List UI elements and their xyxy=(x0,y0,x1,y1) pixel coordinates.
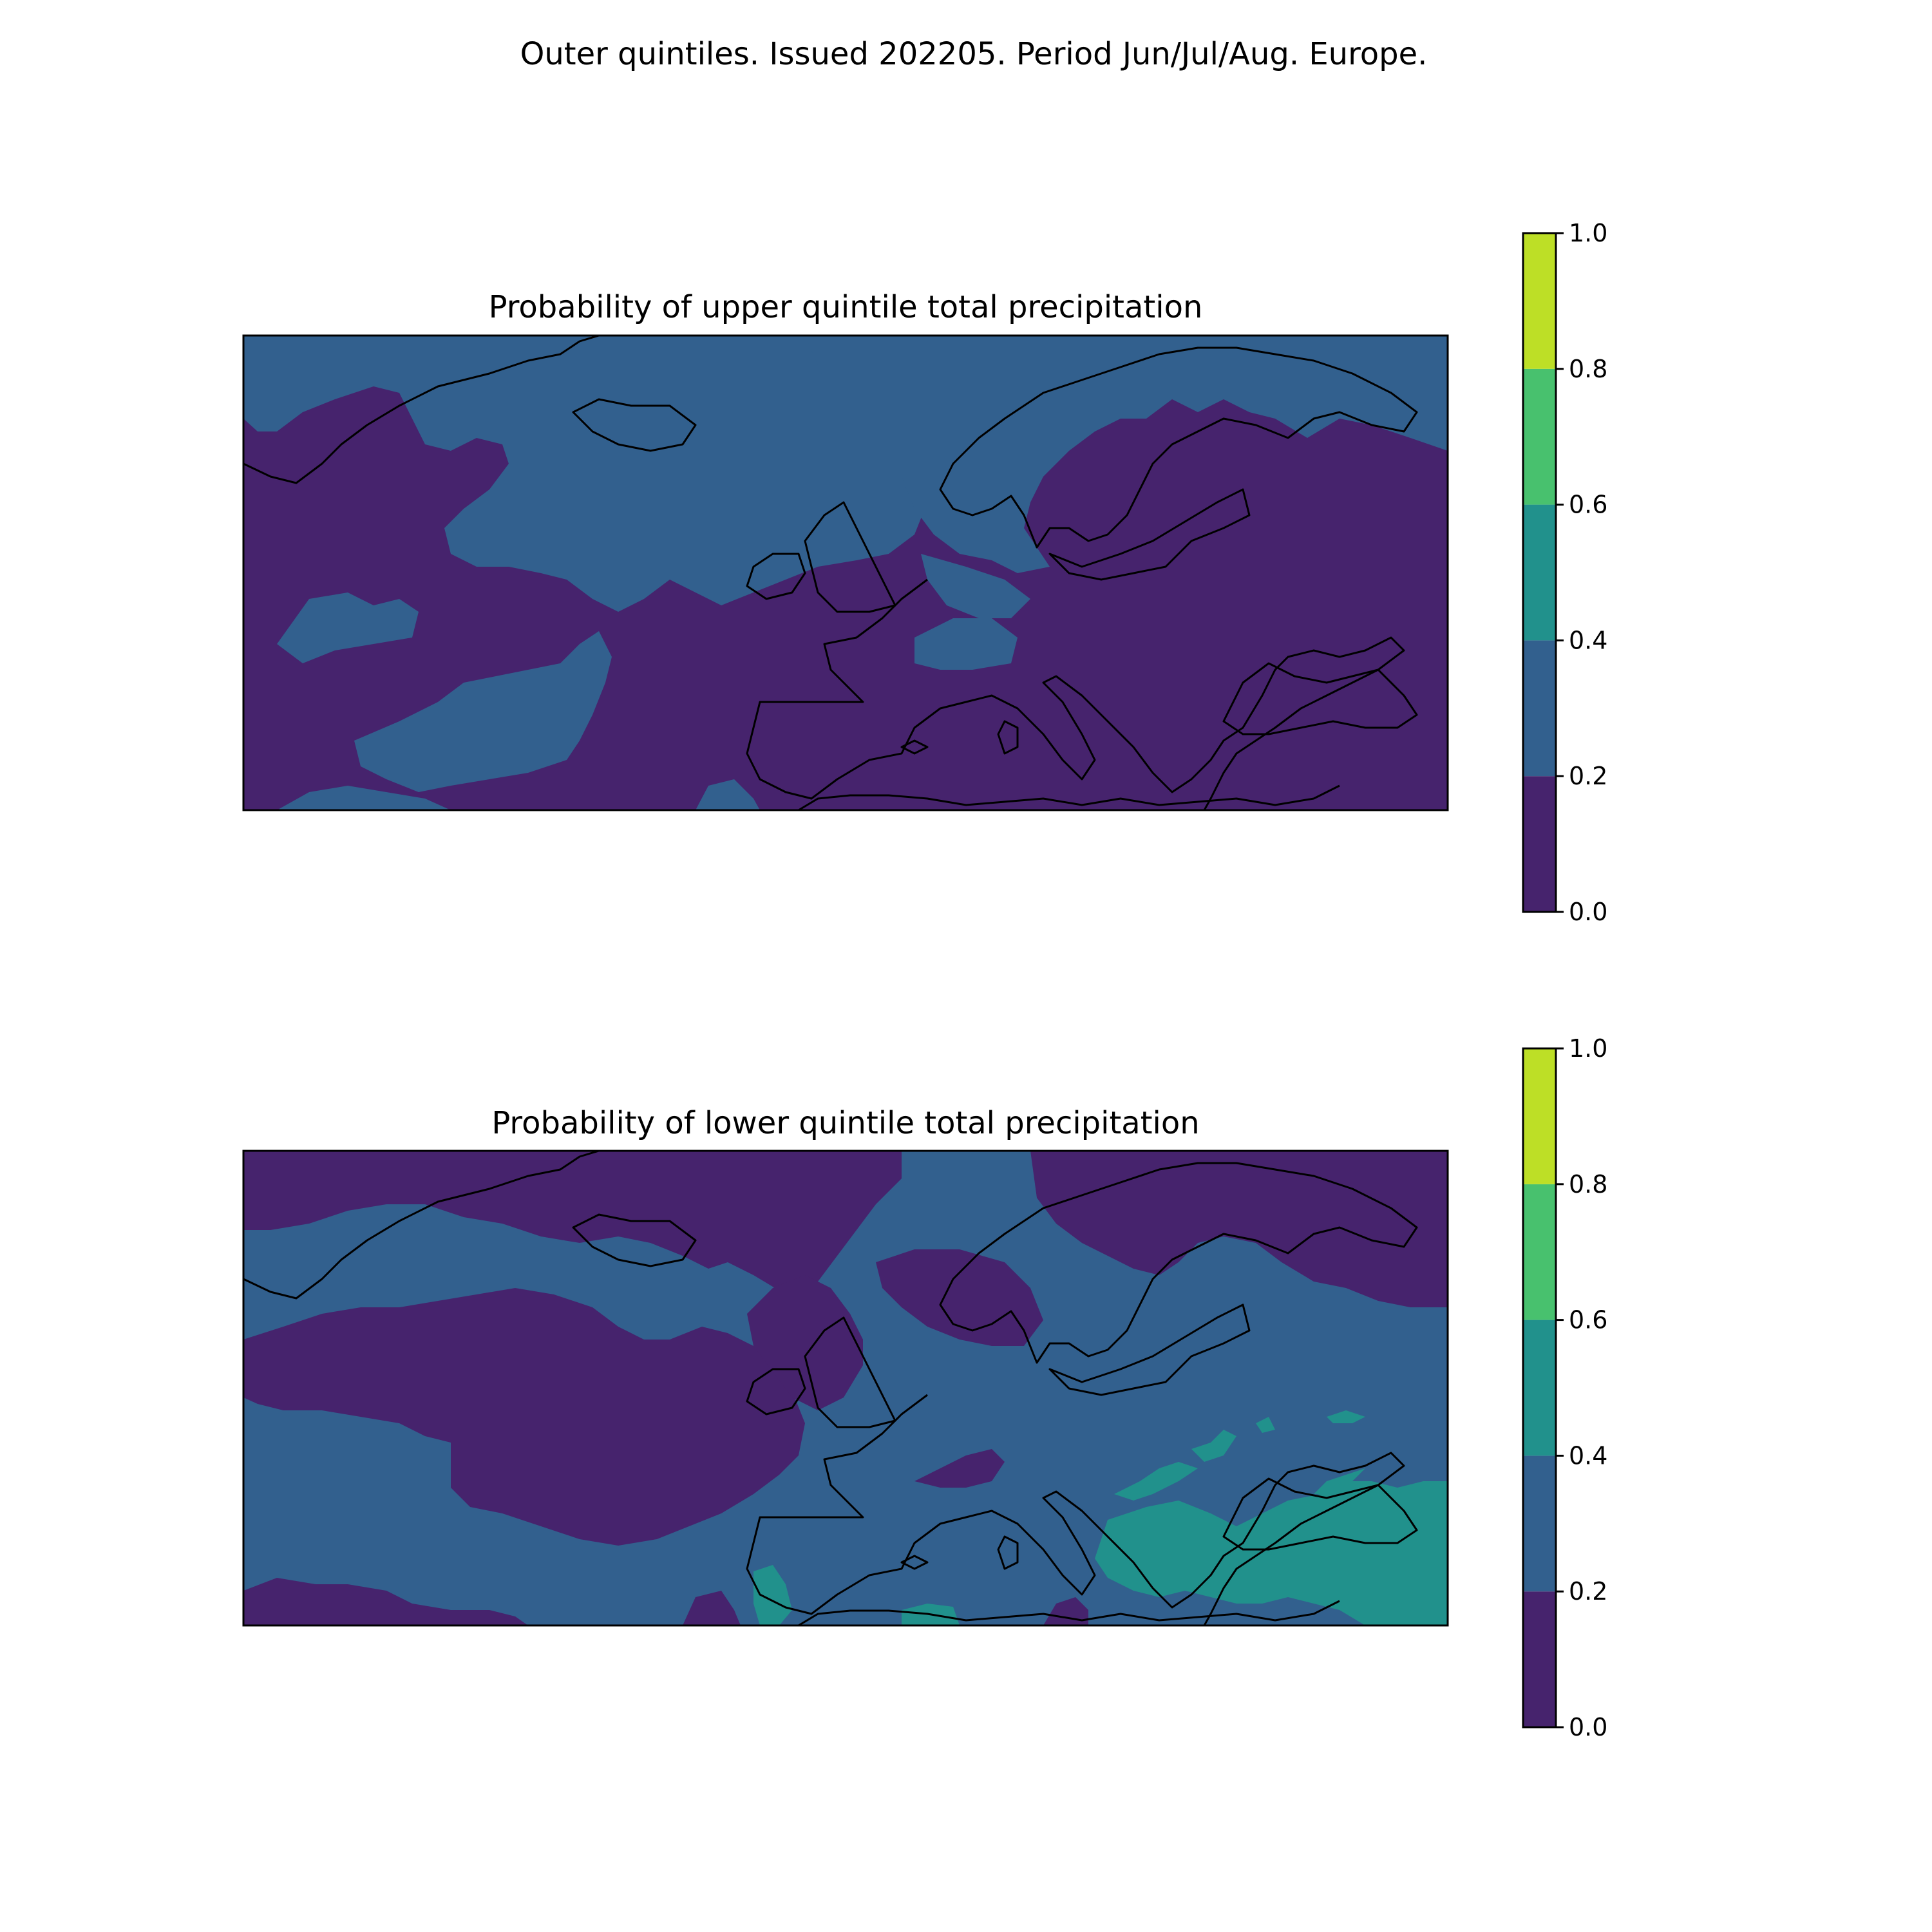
lower-region-central-med xyxy=(1043,1597,1088,1625)
upper-region-biscay xyxy=(914,618,1018,670)
upper-colorbar-bin-2 xyxy=(1523,504,1556,641)
lower-colorbar-tick-label: 0.8 xyxy=(1569,1170,1607,1198)
lower-quintile-panel: Probability of lower quintile total prec… xyxy=(242,1034,1607,1741)
upper-colorbar-bin-1 xyxy=(1523,640,1556,777)
lower-coast-britain xyxy=(804,1316,896,1428)
lower-colorbar-tick-label: 0.2 xyxy=(1569,1577,1607,1605)
upper-quintile-field xyxy=(243,336,1448,810)
lower-colorbar-tick-label: 0.0 xyxy=(1569,1713,1607,1741)
upper-colorbar: 0.0 0.2 0.4 0.6 0.8 1.0 xyxy=(1522,219,1607,926)
upper-coast-baltic xyxy=(1048,488,1251,581)
upper-quintile-panel: Probability of upper quintile total prec… xyxy=(242,219,1607,926)
lower-map-frame xyxy=(242,1150,1449,1627)
lower-colorbar-bin-3 xyxy=(1523,1184,1556,1320)
upper-coast-britain xyxy=(804,501,896,613)
lower-region-ukraine xyxy=(1114,1462,1198,1501)
upper-quintile-title: Probability of upper quintile total prec… xyxy=(489,289,1203,325)
lower-region-ocean-band xyxy=(243,1288,805,1546)
upper-coast-italy-islands xyxy=(900,720,1019,755)
lower-region-north-sea xyxy=(876,1249,1043,1346)
lower-colorbar-bin-1 xyxy=(1523,1455,1556,1592)
lower-region-africa-west xyxy=(753,1565,792,1625)
upper-colorbar-tick-label: 0.4 xyxy=(1569,626,1607,654)
lower-colorbar-tick-label: 0.6 xyxy=(1569,1306,1607,1334)
upper-coast-continent xyxy=(746,578,1405,810)
lower-region-russia-south xyxy=(1256,1410,1365,1433)
lower-colorbar-tick-label: 0.4 xyxy=(1569,1441,1607,1470)
lower-colorbar-bin-2 xyxy=(1523,1320,1556,1456)
upper-colorbar-tick-label: 1.0 xyxy=(1569,219,1607,247)
upper-colorbar-bin-3 xyxy=(1523,368,1556,505)
lower-quintile-title: Probability of lower quintile total prec… xyxy=(491,1105,1199,1141)
lower-coast-baltic xyxy=(1048,1303,1251,1396)
upper-region-north-atlantic xyxy=(243,336,927,612)
lower-region-turkey xyxy=(1095,1481,1448,1625)
lower-region-caucasus xyxy=(1314,1468,1365,1494)
upper-colorbar-tick-label: 0.6 xyxy=(1569,491,1607,519)
upper-colorbar-tick-label: 0.8 xyxy=(1569,355,1607,383)
lower-region-britain xyxy=(747,1275,863,1410)
upper-region-south-edge xyxy=(277,786,451,810)
lower-coast-black-sea xyxy=(1222,1477,1418,1551)
figure-title: Outer quintiles. Issued 202205. Period J… xyxy=(520,36,1428,72)
lower-coast-greenland xyxy=(243,1151,600,1300)
lower-coast-continent xyxy=(746,1394,1405,1625)
upper-region-north-sea xyxy=(921,554,1030,618)
lower-coast-italy-islands xyxy=(900,1535,1019,1570)
upper-region-central-atlantic xyxy=(277,592,419,663)
lower-coast-ireland xyxy=(746,1368,806,1416)
lower-region-west-med xyxy=(683,1591,741,1625)
lower-colorbar-tick-label: 1.0 xyxy=(1569,1034,1607,1063)
upper-coastlines xyxy=(243,336,1418,810)
upper-colorbar-bin-0 xyxy=(1523,776,1556,912)
upper-coast-scandinavia xyxy=(939,346,1418,549)
lower-coast-iceland xyxy=(572,1213,697,1267)
lower-colorbar: 0.0 0.2 0.4 0.6 0.8 1.0 xyxy=(1522,1034,1607,1741)
upper-region-med-south xyxy=(696,779,760,810)
upper-colorbar-tick-label: 0.2 xyxy=(1569,762,1607,790)
lower-colorbar-bin-4 xyxy=(1523,1048,1556,1184)
lower-quintile-field xyxy=(243,1151,1448,1625)
upper-colorbar-frame xyxy=(1522,232,1557,913)
upper-coast-iceland xyxy=(572,398,697,452)
upper-map-frame xyxy=(242,334,1449,811)
lower-colorbar-bin-0 xyxy=(1523,1591,1556,1727)
lower-region-russia-north xyxy=(1030,1151,1448,1307)
upper-coast-greenland xyxy=(243,336,600,484)
upper-coast-ireland xyxy=(746,553,806,600)
upper-colorbar-bin-4 xyxy=(1523,233,1556,369)
lower-region-southwest xyxy=(243,1578,528,1625)
lower-coastlines xyxy=(243,1151,1418,1625)
lower-region-crimea xyxy=(1191,1430,1236,1462)
upper-colorbar-tick-label: 0.0 xyxy=(1569,898,1607,926)
upper-region-azores xyxy=(354,631,612,792)
lower-region-central-europe xyxy=(914,1449,1005,1488)
lower-coast-scandinavia xyxy=(939,1162,1418,1364)
lower-region-greenland xyxy=(243,1151,902,1294)
lower-colorbar-frame xyxy=(1522,1047,1557,1728)
upper-coast-north-africa xyxy=(798,784,1340,810)
upper-coast-black-sea xyxy=(1222,662,1418,735)
lower-coast-north-africa xyxy=(798,1600,1340,1625)
